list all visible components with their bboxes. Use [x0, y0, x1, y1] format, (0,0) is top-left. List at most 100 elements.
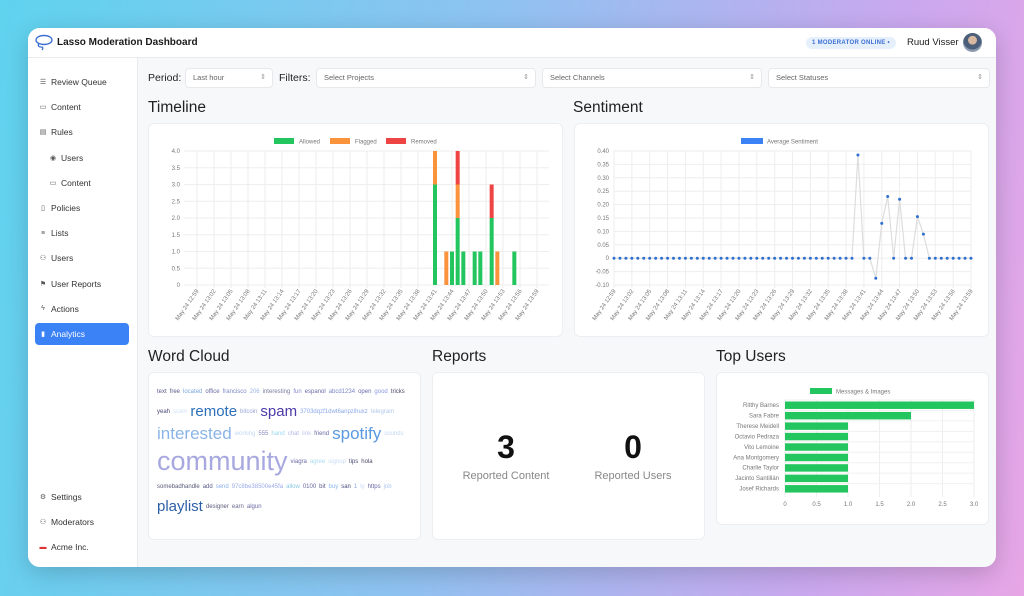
sentiment-point [969, 256, 973, 260]
word-cloud-word[interactable]: sounds [384, 430, 404, 437]
word-cloud-word[interactable]: job [383, 484, 392, 490]
word-cloud-word[interactable]: earn [231, 503, 244, 510]
content-icon: ▭ [39, 104, 47, 112]
word-cloud-word[interactable]: office [205, 389, 220, 395]
word-cloud-word[interactable]: send [215, 484, 229, 490]
word-cloud-word[interactable]: tips [348, 458, 359, 465]
word-cloud-word[interactable]: bit [319, 484, 326, 490]
y-tick-label: 3.0 [172, 183, 181, 189]
x-tick-label: 1.5 [875, 502, 884, 508]
projects-select[interactable]: Select Projects ⇕ [316, 68, 536, 88]
word-cloud-word[interactable]: abcd1234 [328, 389, 356, 395]
y-category-label: Sara Fabre [749, 413, 780, 419]
word-cloud-word[interactable]: link [302, 430, 312, 437]
channels-select[interactable]: Select Channels ⇕ [542, 68, 762, 88]
user-name[interactable]: Ruud Visser [907, 37, 959, 48]
word-cloud-word[interactable]: https [367, 484, 381, 490]
word-cloud-word[interactable]: 97c8be38500e45fa [231, 484, 284, 490]
word-cloud-word[interactable]: interesting [262, 389, 291, 395]
word-cloud-word[interactable]: algun [246, 503, 262, 510]
legend-label: Flagged [355, 140, 377, 146]
word-cloud-word[interactable]: working [234, 430, 256, 437]
word-cloud-word[interactable]: remote [190, 403, 238, 420]
word-cloud-word[interactable]: open [358, 389, 372, 395]
word-cloud-word[interactable]: free [169, 389, 181, 395]
user-bar [785, 474, 848, 483]
word-cloud-word[interactable]: telegram [370, 408, 395, 415]
x-tick-label: 1.0 [844, 502, 853, 508]
sidebar-item-acme-inc-[interactable]: ▬ Acme Inc. [35, 536, 129, 558]
word-cloud-word[interactable]: good [374, 389, 388, 395]
sidebar-item-moderators[interactable]: ⚇ Moderators [35, 511, 129, 533]
sidebar-item-user-reports[interactable]: ⚑ User Reports [35, 273, 129, 295]
user-bar [785, 443, 848, 451]
select-caret-icon: ⇕ [977, 74, 983, 81]
word-cloud-word[interactable]: spam [260, 403, 298, 420]
legend-swatch [741, 138, 763, 144]
sentiment-point [672, 256, 675, 260]
word-cloud-word[interactable]: allow [286, 484, 300, 490]
word-cloud-word[interactable]: viagra [290, 458, 307, 465]
sentiment-point [767, 256, 771, 260]
sidebar-item-analytics[interactable]: ▮ Analytics [35, 323, 129, 345]
word-cloud-word[interactable]: community [157, 446, 288, 476]
word-cloud-word[interactable]: espanol [304, 389, 326, 395]
word-cloud-card: text free located office francisco 206 interes… [148, 372, 421, 540]
sidebar-item-users[interactable]: ⚇ Users [35, 247, 129, 269]
word-cloud-word[interactable]: fun [293, 389, 302, 395]
reported-content-count: 3 [497, 429, 515, 465]
word-cloud-word[interactable]: signup [328, 458, 346, 465]
word-cloud-word[interactable]: spotify [332, 424, 382, 443]
sidebar-item-rules[interactable]: ▤ Rules [35, 121, 129, 143]
sentiment-point [743, 256, 747, 260]
sentiment-point [612, 256, 616, 260]
word-cloud-word[interactable]: agree [309, 458, 326, 465]
word-cloud-word[interactable]: designer [205, 503, 229, 510]
y-tick-label: 0.15 [597, 216, 609, 222]
word-cloud-word[interactable]: 0100 [302, 484, 317, 490]
word-cloud-word[interactable]: 555 [258, 430, 269, 437]
avatar[interactable] [963, 33, 982, 52]
sidebar-item-settings[interactable]: ⚙ Settings [35, 486, 129, 508]
word-cloud-word[interactable]: ly [360, 484, 365, 490]
y-tick-label: 0.05 [597, 243, 609, 249]
sidebar-item-content[interactable]: ▭ Content [35, 172, 129, 194]
word-cloud-word[interactable]: located [183, 389, 203, 395]
user-bar [785, 401, 974, 409]
sidebar-item-actions[interactable]: ϟ Actions [35, 298, 129, 320]
word-cloud-word[interactable]: 3703dqzf1dwt6anpzihuxz [300, 408, 368, 415]
sidebar-item-review-queue[interactable]: ☰ Review Queue [35, 71, 129, 93]
word-cloud-word[interactable]: scam [173, 408, 188, 415]
word-cloud-word[interactable]: interested [157, 424, 232, 443]
word-cloud-word[interactable]: friend [314, 430, 330, 437]
word-cloud-word[interactable]: buy [328, 484, 339, 490]
word-cloud-word[interactable]: yeah [157, 408, 171, 415]
word-cloud-word[interactable]: san [341, 484, 351, 490]
word-cloud-word[interactable]: bitcoin [240, 408, 258, 415]
word-cloud-word[interactable]: 206 [249, 389, 260, 395]
word-cloud-word[interactable]: text [157, 389, 167, 395]
sidebar-item-users[interactable]: ◉ Users [35, 147, 129, 169]
period-select[interactable]: Last hour ⇕ [185, 68, 273, 88]
sidebar-item-lists[interactable]: ≡ Lists [35, 222, 129, 244]
sentiment-point [779, 256, 783, 260]
users-icon: ⚇ [39, 519, 47, 527]
word-cloud-word[interactable]: hola [361, 458, 373, 465]
sentiment-point [838, 256, 842, 260]
word-cloud-word[interactable]: tricks [390, 389, 405, 395]
word-cloud-word[interactable]: hand [271, 430, 285, 437]
y-tick-label: 2.0 [172, 216, 181, 222]
word-cloud-word[interactable]: somebadhandle [157, 484, 200, 490]
statuses-select[interactable]: Select Statuses ⇕ [768, 68, 990, 88]
sidebar-item-content[interactable]: ▭ Content [35, 96, 129, 118]
top-users-title: Top Users [716, 348, 786, 365]
word-cloud-word[interactable]: chat [287, 430, 300, 437]
bar-removed [455, 151, 460, 185]
y-category-label: Josef Richards [739, 487, 779, 493]
word-cloud-word[interactable]: playlist [157, 498, 203, 515]
user-bar [785, 453, 848, 462]
sidebar-item-policies[interactable]: ▯ Policies [35, 197, 129, 219]
word-cloud-word[interactable]: francisco [222, 389, 247, 395]
word-cloud-word[interactable]: add [202, 484, 213, 490]
word-cloud-word[interactable]: 1 [353, 484, 358, 490]
